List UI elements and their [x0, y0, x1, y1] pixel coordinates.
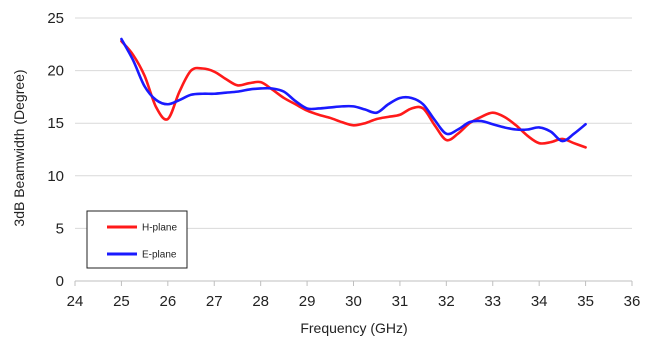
x-tick-label: 28 [252, 293, 269, 310]
x-tick-label: 31 [392, 293, 409, 310]
series-lines [120, 37, 587, 149]
y-axis-title: 3dB Beamwidth (Degree) [11, 69, 27, 226]
x-tick-label: 27 [206, 293, 223, 310]
y-tick-label: 25 [47, 10, 64, 27]
x-tick-label: 29 [299, 293, 316, 310]
gridlines [75, 17, 632, 229]
x-tick-label: 32 [438, 293, 455, 310]
y-tick-label: 5 [56, 220, 64, 237]
x-tick-label: 34 [531, 293, 548, 310]
axes [74, 280, 633, 286]
y-tick-label: 15 [47, 115, 64, 132]
x-tick-label: 30 [345, 293, 362, 310]
legend-box [86, 210, 188, 269]
x-tick-label: 33 [484, 293, 501, 310]
legend: H-plane E-plane [86, 210, 188, 269]
x-tick-label: 36 [624, 293, 641, 310]
series-line-e-plane [120, 37, 587, 143]
tick-labels: 0 5 10 15 20 25 24 25 26 27 28 29 30 31 32 33 34 35 36 [47, 10, 640, 310]
x-tick-label: 25 [113, 293, 130, 310]
x-tick-label: 24 [67, 293, 84, 310]
legend-label-e-plane: E-plane [142, 250, 177, 261]
y-tick-label: 20 [47, 63, 64, 80]
x-axis-title: Frequency (GHz) [300, 320, 407, 336]
x-tick-label: 26 [159, 293, 176, 310]
legend-label-h-plane: H-plane [142, 223, 177, 234]
y-tick-label: 0 [56, 273, 64, 290]
x-tick-label: 35 [577, 293, 594, 310]
series-line-h-plane [120, 39, 587, 149]
y-tick-label: 10 [47, 168, 64, 185]
